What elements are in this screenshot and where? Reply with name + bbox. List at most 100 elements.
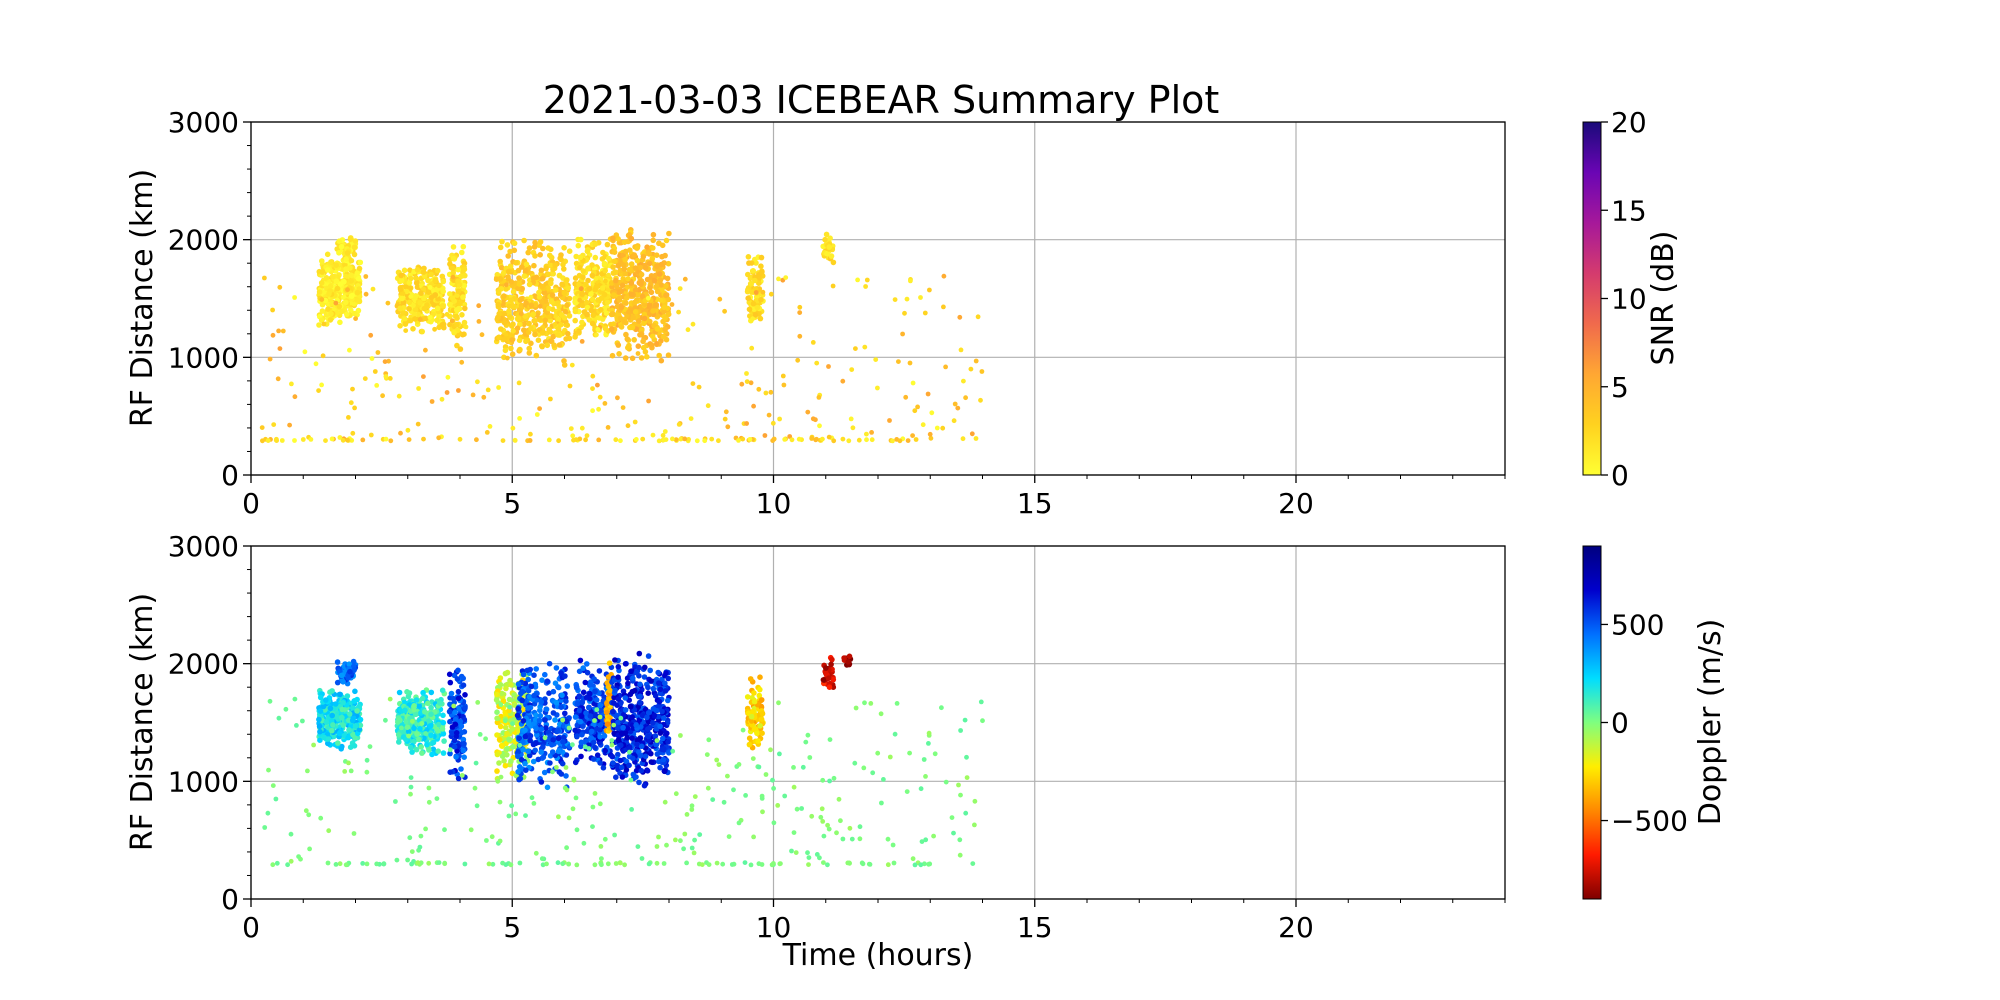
data-point bbox=[459, 249, 465, 256]
data-point bbox=[351, 251, 358, 258]
data-point bbox=[663, 292, 669, 299]
data-point bbox=[604, 700, 610, 707]
data-point bbox=[752, 312, 759, 318]
data-point bbox=[620, 252, 626, 259]
data-point bbox=[439, 273, 446, 280]
data-point bbox=[636, 779, 642, 786]
data-point bbox=[595, 327, 601, 332]
data-point bbox=[558, 256, 564, 263]
data-point bbox=[892, 731, 898, 737]
data-point bbox=[685, 327, 691, 333]
data-point bbox=[352, 405, 357, 411]
data-point bbox=[633, 669, 640, 676]
data-point bbox=[559, 282, 566, 288]
data-point bbox=[828, 661, 834, 668]
data-point bbox=[356, 298, 363, 305]
data-point bbox=[351, 698, 358, 704]
data-point bbox=[406, 305, 412, 312]
data-point bbox=[324, 267, 331, 273]
data-point bbox=[552, 287, 559, 293]
data-point bbox=[510, 327, 517, 334]
data-point bbox=[533, 352, 540, 359]
data-point bbox=[609, 742, 615, 748]
data-point bbox=[618, 304, 625, 311]
data-point bbox=[329, 712, 336, 719]
data-point bbox=[453, 313, 460, 320]
data-point bbox=[504, 752, 510, 758]
data-point bbox=[381, 861, 387, 867]
data-point bbox=[434, 305, 441, 312]
data-point bbox=[397, 323, 403, 329]
data-point bbox=[581, 840, 587, 846]
data-point bbox=[598, 844, 604, 849]
data-point bbox=[758, 716, 765, 722]
data-point bbox=[419, 695, 426, 702]
data-point bbox=[324, 251, 331, 258]
data-point bbox=[625, 309, 631, 315]
data-point bbox=[555, 860, 561, 866]
data-point bbox=[439, 322, 446, 328]
data-point bbox=[654, 738, 660, 743]
data-point bbox=[417, 300, 424, 306]
data-point bbox=[928, 435, 934, 441]
data-point bbox=[461, 266, 468, 273]
data-point bbox=[749, 345, 755, 351]
data-point bbox=[656, 680, 662, 686]
data-point bbox=[528, 294, 534, 300]
data-point bbox=[602, 267, 608, 274]
data-point bbox=[927, 861, 933, 867]
data-point bbox=[725, 424, 731, 430]
data-point bbox=[862, 700, 867, 706]
data-point bbox=[507, 314, 513, 320]
data-point bbox=[923, 774, 928, 779]
data-point bbox=[277, 284, 283, 290]
data-point bbox=[653, 283, 660, 290]
data-point bbox=[411, 311, 418, 318]
data-point bbox=[500, 270, 507, 276]
data-point bbox=[657, 723, 663, 730]
data-point bbox=[973, 358, 979, 364]
data-point bbox=[450, 274, 456, 280]
data-point bbox=[662, 429, 668, 434]
data-point bbox=[659, 253, 665, 260]
data-point bbox=[342, 769, 348, 774]
data-point bbox=[348, 257, 355, 264]
data-point bbox=[705, 403, 711, 409]
data-point bbox=[328, 311, 334, 317]
data-point bbox=[346, 711, 353, 717]
data-point bbox=[590, 386, 595, 391]
data-point bbox=[455, 266, 462, 273]
data-point bbox=[736, 820, 742, 826]
data-point bbox=[638, 271, 645, 278]
data-point bbox=[926, 741, 931, 746]
data-point bbox=[387, 696, 393, 702]
data-point bbox=[344, 250, 351, 256]
data-point bbox=[515, 285, 521, 292]
data-point bbox=[755, 738, 761, 744]
data-point bbox=[677, 286, 683, 291]
data-point bbox=[661, 768, 668, 775]
data-point bbox=[550, 769, 555, 775]
data-point bbox=[637, 332, 643, 338]
data-point bbox=[689, 845, 695, 851]
data-point bbox=[329, 273, 336, 280]
data-point bbox=[722, 416, 728, 422]
data-point bbox=[578, 739, 585, 746]
data-point bbox=[579, 302, 586, 309]
data-point bbox=[344, 311, 350, 318]
data-point bbox=[321, 321, 327, 327]
data-point bbox=[536, 294, 543, 300]
data-point bbox=[763, 390, 769, 396]
data-point bbox=[751, 690, 757, 696]
data-point bbox=[347, 744, 354, 750]
data-point bbox=[387, 376, 393, 381]
data-point bbox=[497, 258, 504, 265]
data-point bbox=[458, 730, 465, 736]
data-point bbox=[503, 718, 508, 724]
data-point bbox=[402, 316, 408, 322]
data-point bbox=[646, 260, 653, 267]
data-point bbox=[658, 282, 665, 288]
data-point bbox=[529, 795, 535, 801]
data-point bbox=[449, 265, 456, 272]
data-point bbox=[641, 320, 647, 327]
